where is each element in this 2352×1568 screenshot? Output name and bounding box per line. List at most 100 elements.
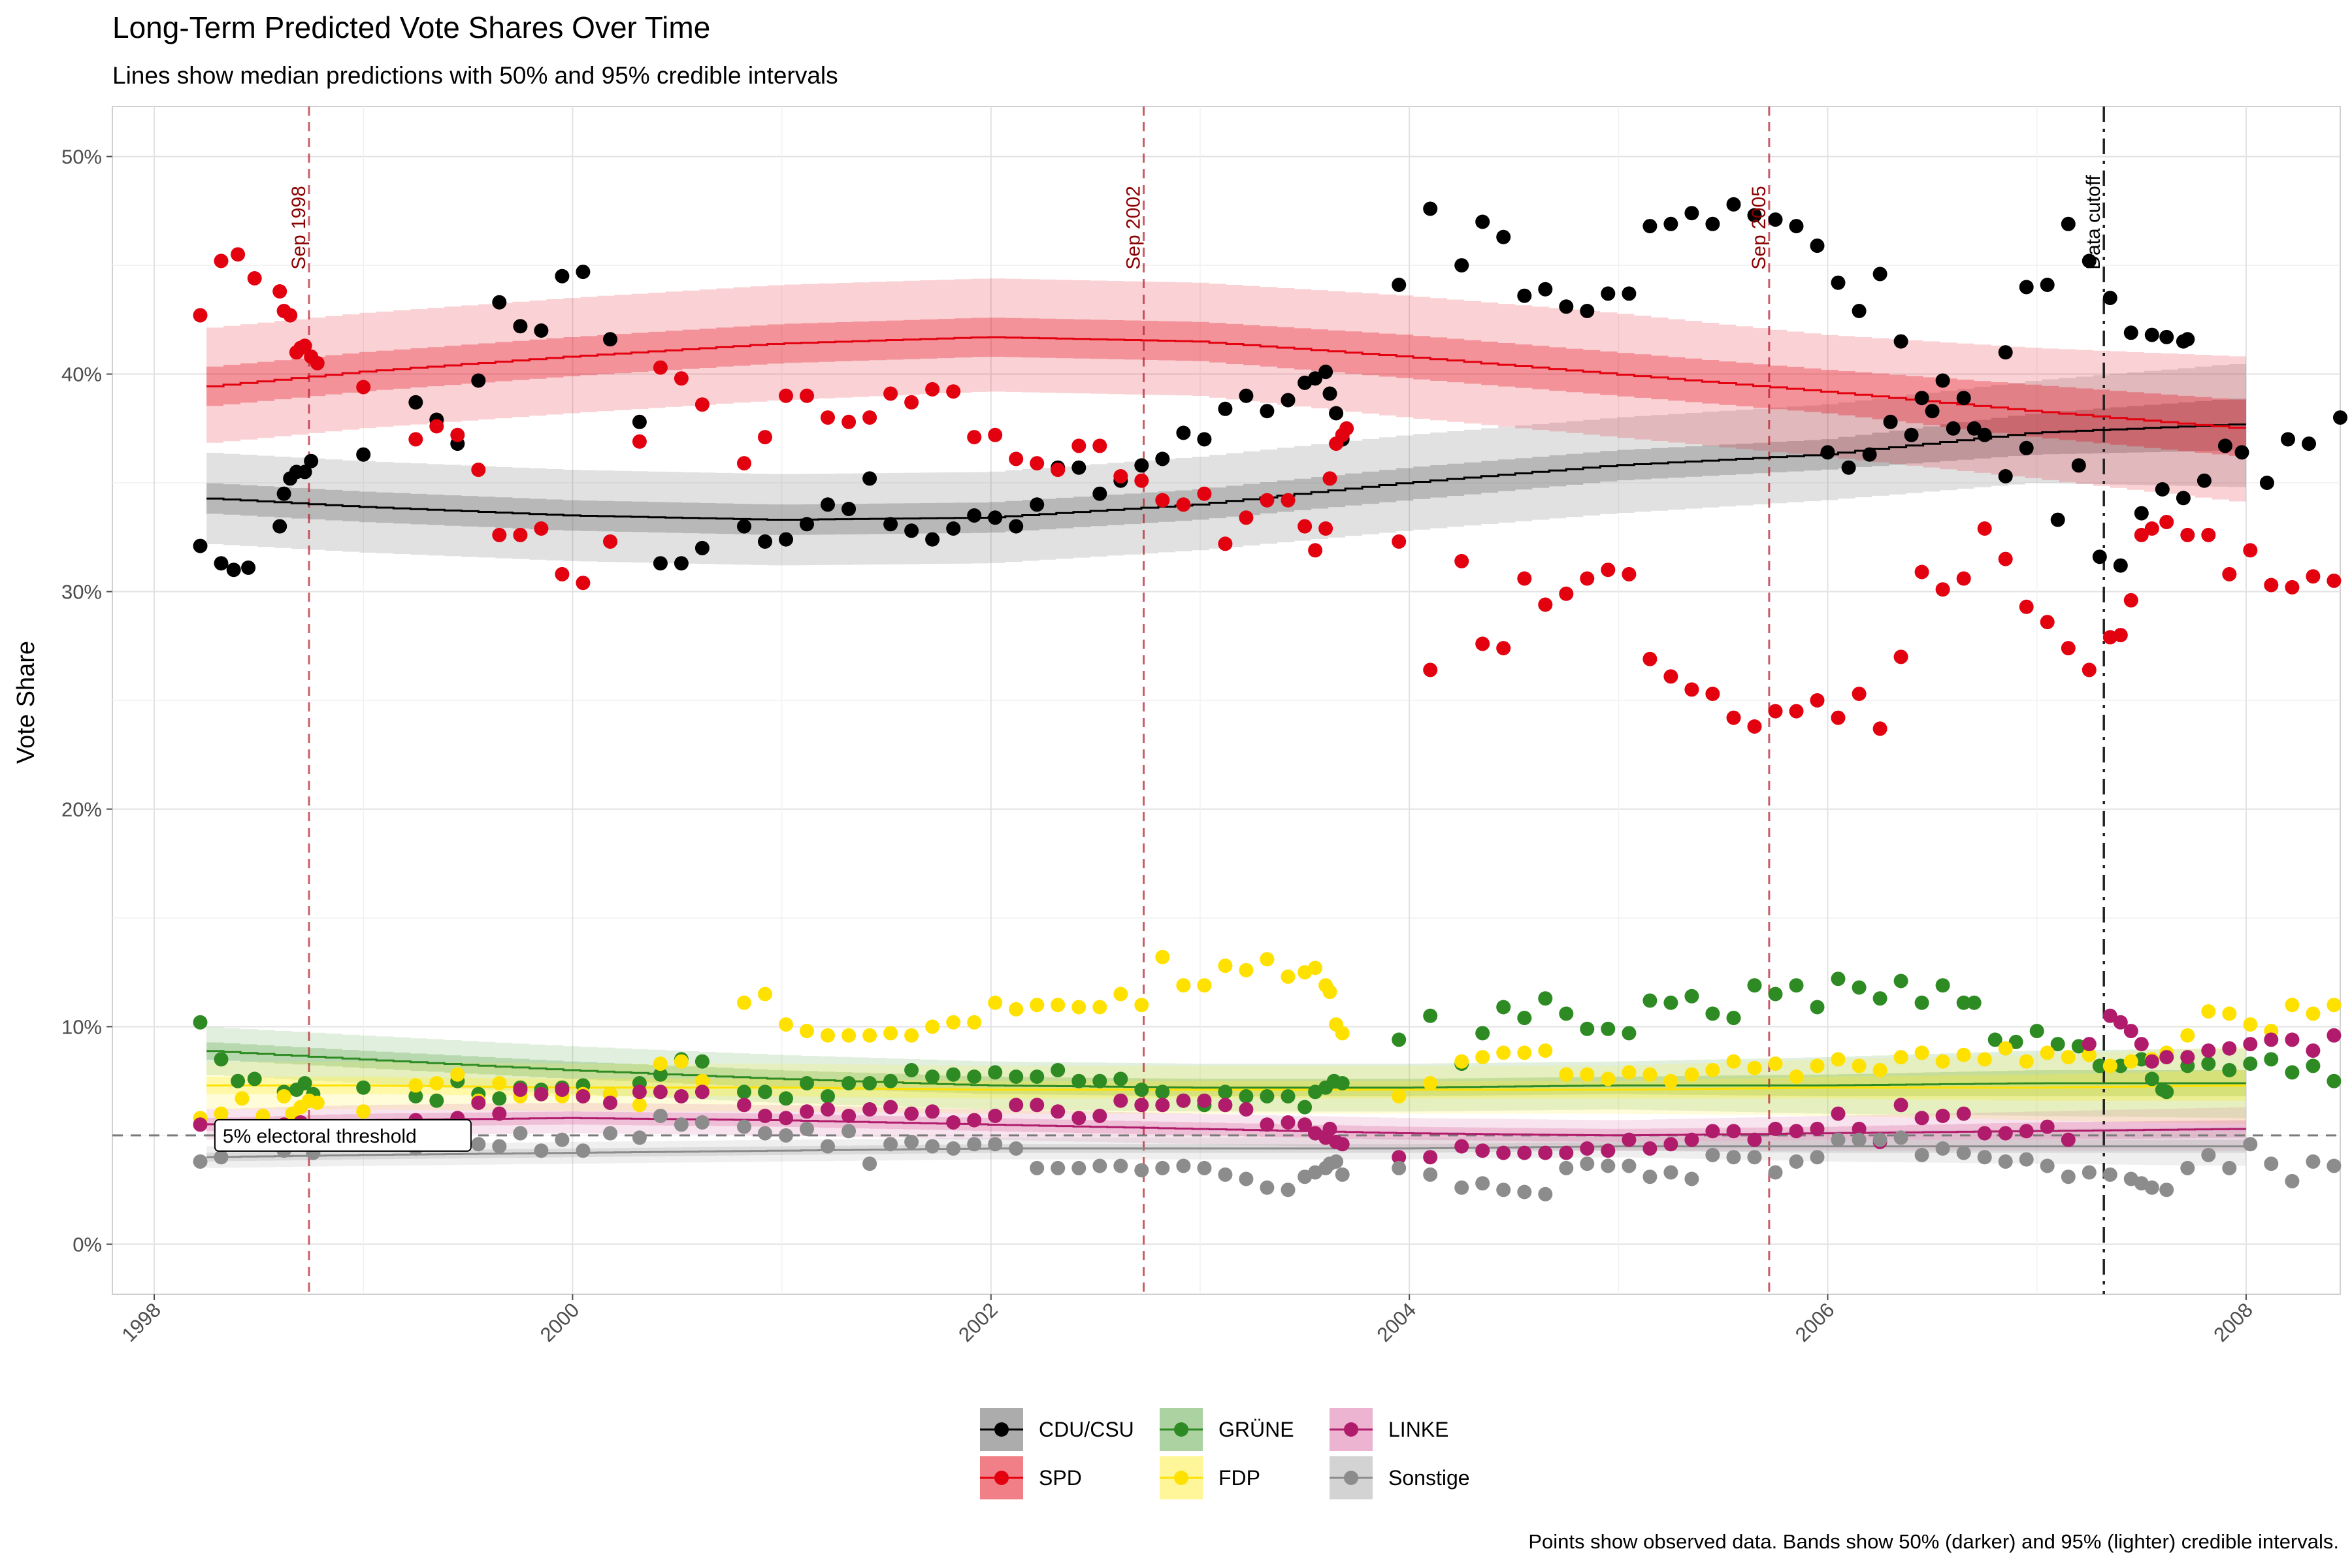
point-grune: [247, 1071, 262, 1086]
point-grune: [2306, 1058, 2321, 1073]
point-cdu-csu: [1559, 299, 1574, 314]
point-fdp: [779, 1017, 793, 1032]
point-spd: [1496, 641, 1511, 656]
point-spd: [2222, 566, 2237, 581]
point-linke: [674, 1089, 689, 1103]
point-spd: [1092, 438, 1107, 453]
point-fdp: [2040, 1045, 2055, 1060]
point-fdp: [758, 987, 772, 1002]
point-spd: [2019, 599, 2034, 614]
point-cdu-csu: [1998, 469, 2013, 483]
band95-spd: [206, 278, 2246, 502]
point-spd: [1281, 493, 1296, 508]
point-fdp: [450, 1067, 465, 1082]
y-axis-title: Vote Share: [12, 641, 40, 764]
point-cdu-csu: [1260, 404, 1275, 419]
point-fdp: [1218, 958, 1233, 973]
point-cdu-csu: [1663, 216, 1678, 231]
point-fdp: [1155, 949, 1170, 964]
point-grune: [1559, 1006, 1574, 1021]
point-cdu-csu: [1155, 451, 1170, 466]
point-cdu-csu: [1967, 421, 1982, 436]
point-sonstige: [1601, 1158, 1616, 1173]
point-fdp: [1197, 978, 1212, 993]
point-grune: [1298, 1100, 1313, 1115]
point-cdu-csu: [1956, 391, 1971, 406]
point-cdu-csu: [862, 471, 877, 486]
point-cdu-csu: [779, 532, 793, 547]
chart-subtitle: Lines show median predictions with 50% a…: [112, 62, 838, 89]
point-spd: [193, 308, 208, 323]
point-cdu-csu: [967, 508, 982, 523]
grid-lines: [112, 106, 2340, 1294]
point-spd: [2113, 628, 2128, 643]
point-sonstige: [214, 1150, 229, 1165]
point-cdu-csu: [1601, 286, 1616, 301]
point-fdp: [1852, 1058, 1867, 1073]
point-spd: [1663, 669, 1678, 684]
point-cdu-csu: [276, 486, 291, 501]
point-linke: [1726, 1124, 1741, 1139]
point-linke: [779, 1111, 793, 1126]
point-grune: [1601, 1021, 1616, 1036]
point-linke: [2113, 1015, 2128, 1030]
point-cdu-csu: [1872, 267, 1887, 282]
point-cdu-csu: [1134, 458, 1149, 473]
point-cdu-csu: [297, 465, 312, 480]
point-linke: [1705, 1124, 1720, 1139]
point-grune: [2285, 1065, 2300, 1080]
point-grune: [1872, 991, 1887, 1006]
point-spd: [1956, 571, 1971, 586]
point-grune: [946, 1067, 961, 1082]
point-sonstige: [1622, 1158, 1637, 1173]
point-fdp: [1559, 1067, 1574, 1082]
point-sonstige: [632, 1130, 647, 1145]
point-cdu-csu: [1030, 497, 1045, 512]
point-linke: [1538, 1145, 1553, 1160]
point-linke: [1998, 1126, 2013, 1141]
point-linke: [1768, 1121, 1783, 1136]
point-sonstige: [758, 1126, 772, 1141]
point-linke: [925, 1104, 940, 1119]
point-linke: [1113, 1093, 1128, 1108]
point-linke: [1281, 1115, 1296, 1130]
point-cdu-csu: [1092, 486, 1107, 501]
point-grune: [2092, 1058, 2107, 1073]
point-sonstige: [1663, 1165, 1678, 1180]
point-sonstige: [1810, 1150, 1825, 1165]
point-grune: [1684, 988, 1699, 1004]
point-cdu-csu: [841, 502, 857, 516]
point-sonstige: [1092, 1158, 1107, 1173]
point-spd: [2201, 527, 2216, 542]
point-sonstige: [967, 1137, 982, 1152]
point-cdu-csu: [1517, 288, 1532, 303]
point-cdu-csu: [1705, 216, 1720, 231]
point-grune: [862, 1076, 877, 1090]
point-spd: [576, 576, 591, 591]
point-cdu-csu: [1322, 386, 1337, 401]
point-spd: [1176, 497, 1191, 512]
point-fdp: [1872, 1063, 1887, 1077]
point-cdu-csu: [1726, 197, 1741, 212]
point-grune: [1496, 1000, 1511, 1015]
point-linke: [800, 1104, 814, 1119]
point-grune: [231, 1073, 246, 1088]
point-cdu-csu: [1538, 282, 1553, 297]
point-fdp: [1113, 987, 1128, 1002]
point-cdu-csu: [1852, 304, 1867, 318]
point-linke: [1684, 1132, 1699, 1147]
point-cdu-csu: [1308, 371, 1323, 386]
point-cdu-csu: [2259, 476, 2274, 490]
point-grune: [1663, 995, 1678, 1010]
point-spd: [694, 397, 710, 412]
point-cdu-csu: [2113, 558, 2128, 573]
point-spd: [2134, 527, 2149, 542]
point-linke: [1218, 1098, 1233, 1113]
point-linke: [2123, 1024, 2138, 1039]
point-cdu-csu: [1329, 406, 1344, 421]
band95-grune: [206, 1027, 2246, 1119]
point-fdp: [1622, 1065, 1637, 1080]
legend-point-cdu-csu: [994, 1422, 1009, 1437]
point-linke: [1260, 1117, 1275, 1132]
point-linke: [1893, 1098, 1908, 1113]
